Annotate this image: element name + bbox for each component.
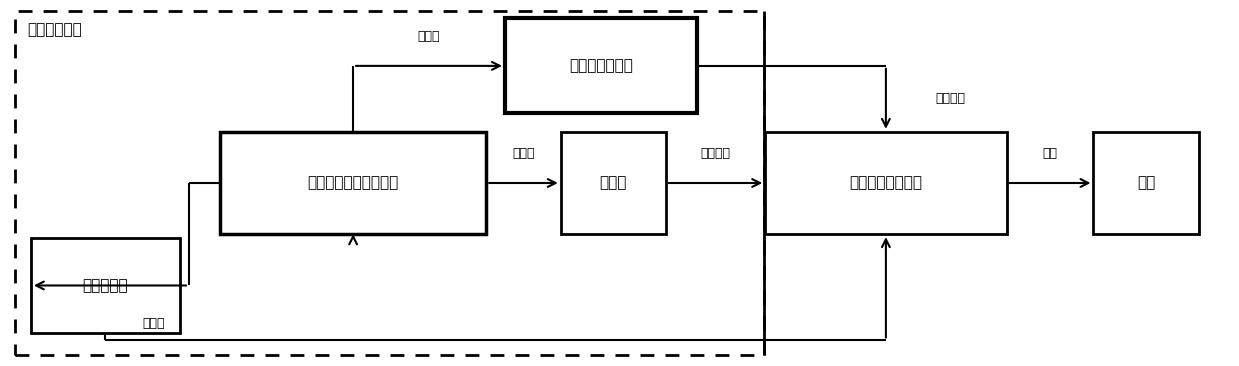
Bar [764, 132, 1006, 234]
Text: 应变值: 应变值 [512, 147, 535, 160]
Text: 预紧力: 预紧力 [142, 317, 165, 330]
Text: 综合测试控制系统: 综合测试控制系统 [850, 176, 922, 190]
Bar [1093, 132, 1199, 234]
Text: 光纤位移传感器: 光纤位移传感器 [569, 59, 633, 73]
Text: 位移信号: 位移信号 [935, 92, 965, 105]
Text: 位移值: 位移值 [418, 30, 440, 43]
Bar [31, 238, 180, 333]
Text: 数据: 数据 [1042, 147, 1058, 160]
Bar [15, 11, 764, 355]
Text: 应变片: 应变片 [600, 176, 627, 190]
Text: 压力传感器: 压力传感器 [83, 278, 128, 293]
Bar [506, 18, 696, 113]
Text: 高低温试验箱: 高低温试验箱 [27, 22, 82, 37]
Bar [221, 132, 486, 234]
Text: 电脑: 电脑 [1137, 176, 1155, 190]
Text: 叠堆式压电陶瓷作动器: 叠堆式压电陶瓷作动器 [307, 176, 399, 190]
Bar [560, 132, 667, 234]
Text: 应变信号: 应变信号 [700, 147, 731, 160]
